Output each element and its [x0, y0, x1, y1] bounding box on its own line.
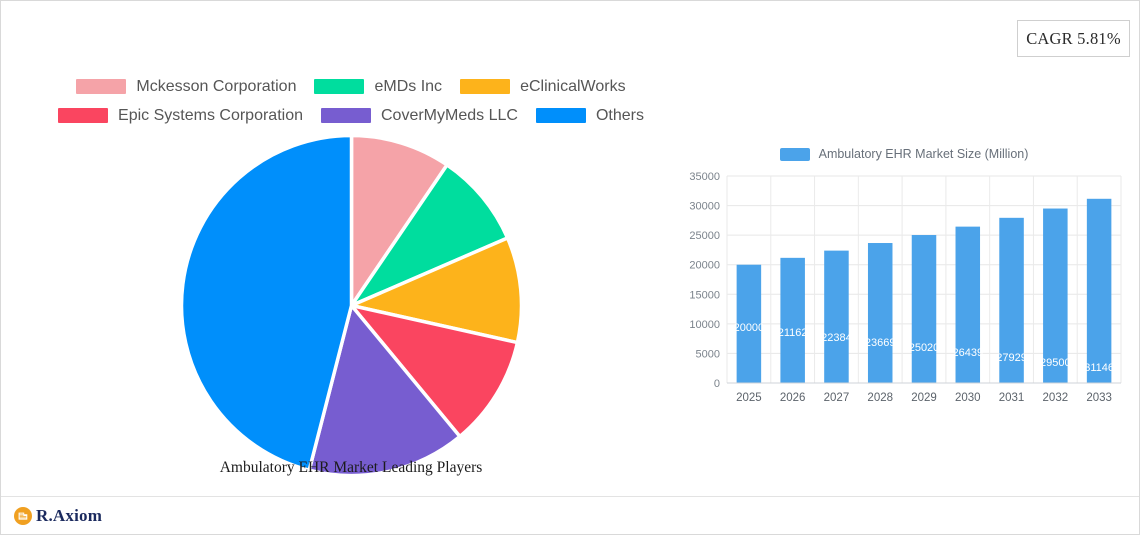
pie-legend-label: CoverMyMeds LLC [381, 106, 518, 124]
y-axis-tick-label: 25000 [689, 230, 720, 242]
pie-slice[interactable] [307, 303, 462, 478]
document-circle-logo-icon [14, 506, 32, 525]
pie-legend-label: Others [595, 106, 644, 124]
x-axis-tick-label: 2028 [867, 392, 893, 404]
brand-logo-text: R.Axiom [36, 505, 103, 525]
bar[interactable] [867, 243, 893, 383]
x-axis-tick-label: 2029 [911, 392, 937, 404]
legend-swatch-icon [58, 108, 109, 123]
bar-data-label: 26439 [952, 347, 983, 359]
cagr-badge: CAGR 5.81% [1017, 20, 1130, 57]
pie-legend-item-eclinicalworks[interactable]: eClinicalWorks [460, 78, 626, 96]
pie-legend-item-mckesson-corporation[interactable]: Mckesson Corporation [76, 78, 296, 96]
bar-data-label: 27929 [996, 352, 1027, 364]
footer-bar: R.Axiom [1, 496, 1139, 534]
x-axis-tick-label: 2030 [955, 392, 981, 404]
bar-data-label: 31146 [1084, 362, 1114, 374]
legend-swatch-icon [76, 79, 127, 94]
bar-data-label: 25020 [909, 342, 940, 354]
pie-legend-label: eClinicalWorks [520, 77, 626, 95]
pie-legend-label: eMDs Inc [374, 77, 443, 95]
x-axis-tick-label: 2032 [1043, 392, 1069, 404]
bar-data-label: 21162 [778, 327, 808, 339]
pie-chart-svg [179, 133, 524, 478]
legend-swatch-icon [460, 79, 511, 94]
bar-data-label: 22384 [821, 332, 852, 344]
brand-logo[interactable]: R.Axiom [13, 506, 102, 526]
bar-data-label: 20000 [734, 322, 765, 334]
y-axis-tick-label: 15000 [689, 289, 720, 301]
pie-legend-label: Epic Systems Corporation [118, 106, 303, 124]
bar[interactable] [955, 226, 981, 383]
x-axis-tick-label: 2031 [999, 392, 1025, 404]
pie-legend-label: Mckesson Corporation [136, 77, 297, 95]
pie-legend-row-2: Epic Systems Corporation CoverMyMeds LLC… [1, 101, 701, 130]
legend-swatch-icon [535, 108, 586, 123]
pie-slice[interactable] [349, 236, 524, 345]
x-axis-tick-label: 2027 [824, 392, 850, 404]
pie-legend-row-1: Mckesson Corporation eMDs Inc eClinicalW… [1, 72, 701, 101]
bar[interactable] [999, 217, 1024, 383]
y-axis-tick-label: 35000 [689, 171, 720, 183]
bar-legend-label: Ambulatory EHR Market Size (Million) [818, 147, 1029, 161]
pie-slice[interactable] [349, 133, 449, 308]
pie-slice[interactable] [179, 133, 354, 472]
pie-legend-item-others[interactable]: Others [535, 106, 644, 125]
y-axis-tick-label: 20000 [689, 260, 720, 272]
pie-legend-item-covermymeds-llc[interactable]: CoverMyMeds LLC [321, 107, 518, 125]
x-axis-tick-label: 2033 [1086, 392, 1112, 404]
legend-swatch-icon [321, 108, 371, 123]
bar[interactable] [911, 235, 937, 383]
x-axis-tick-label: 2026 [780, 392, 806, 404]
bar-chart-svg: 0 5000 10000 15000 20000 25000 30000 35000 20000… [689, 171, 1122, 404]
bar-data-label: 23669 [865, 337, 896, 349]
bar[interactable] [1043, 208, 1068, 383]
legend-swatch-icon [779, 147, 810, 161]
y-axis-tick-label: 0 [714, 378, 720, 390]
bar[interactable] [736, 264, 762, 383]
bar[interactable] [824, 250, 849, 383]
pie-legend-item-epic-systems-corporation[interactable]: Epic Systems Corporation [58, 107, 303, 125]
pie-chart-title: Ambulatory EHR Market Leading Players [219, 459, 483, 476]
pie-legend-item-emds-inc[interactable]: eMDs Inc [314, 78, 442, 96]
y-axis-tick-label: 30000 [689, 201, 720, 213]
pie-slice[interactable] [349, 163, 510, 308]
y-axis-tick-label: 10000 [689, 319, 720, 331]
legend-swatch-icon [314, 79, 365, 94]
pie-legend: Mckesson Corporation eMDs Inc eClinicalW… [1, 72, 701, 130]
x-axis-tick-label: 2025 [736, 392, 762, 404]
pie-slice[interactable] [349, 303, 520, 439]
bar[interactable] [780, 257, 805, 383]
bar-data-label: 29500 [1040, 357, 1071, 369]
bar[interactable] [1086, 198, 1112, 383]
bar-chart-legend[interactable]: Ambulatory EHR Market Size (Million) [679, 143, 1129, 165]
bar-chart[interactable]: Ambulatory EHR Market Size (Million) 0 50… [679, 143, 1129, 413]
pie-chart[interactable] [179, 133, 524, 478]
cagr-badge-label: CAGR 5.81% [1026, 28, 1121, 48]
y-axis-tick-label: 5000 [696, 348, 720, 360]
